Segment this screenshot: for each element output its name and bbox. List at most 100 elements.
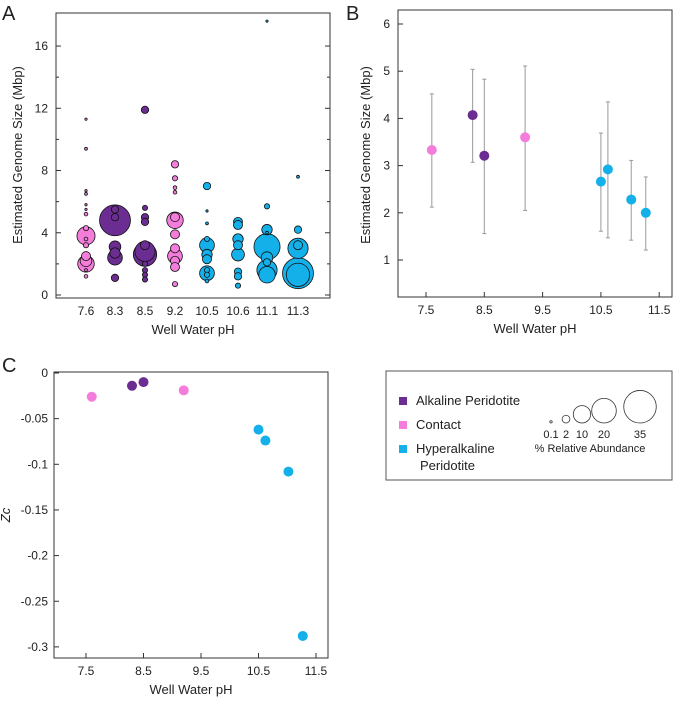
panel-b: Well Water pH Estimated Genome Size (Mbp…	[358, 9, 673, 336]
bubble-contact	[170, 243, 180, 254]
bubble-contact	[84, 268, 88, 272]
x-tick-label-b: 10.5	[589, 303, 613, 317]
panel-label-a: A	[2, 3, 16, 25]
point-hyperalkaline	[253, 424, 264, 435]
point-contact	[178, 385, 189, 396]
y-tick-label-c: -0.1	[27, 457, 48, 471]
legend-size-circle	[572, 405, 592, 424]
legend-label-alkaline: Alkaline Peridotite	[416, 393, 520, 408]
y-tick-label-a: 12	[35, 101, 49, 115]
point-hyperalkaline	[260, 435, 271, 446]
x-tick-label-b: 11.5	[648, 303, 671, 317]
point-hyperalkaline	[640, 207, 651, 218]
bubble-contact	[171, 175, 179, 182]
y-tick-label-c: -0.15	[21, 503, 49, 517]
legend-size-label: 2	[563, 429, 569, 441]
bubble-hyperalkaline	[203, 271, 211, 278]
y-axis-label-a: Estimated Genome Size (Mbp)	[10, 66, 25, 244]
point-contact	[86, 391, 97, 402]
y-tick-label-b: 4	[383, 111, 390, 125]
point-contact	[520, 132, 531, 143]
x-tick-label-a: 11.1	[256, 304, 279, 318]
bubble-alkaline	[140, 240, 150, 251]
point-hyperalkaline	[595, 176, 606, 187]
point-hyperalkaline	[602, 164, 613, 175]
bubble-contact	[84, 189, 88, 193]
point-alkaline	[138, 377, 149, 388]
bubble-contact	[84, 117, 88, 121]
x-tick-label-c: 11.5	[305, 664, 328, 678]
x-tick-label-a: 8.5	[137, 304, 154, 318]
point-hyperalkaline	[297, 630, 308, 641]
panel-label-b: B	[346, 3, 359, 25]
y-tick-label-c: -0.3	[27, 640, 48, 654]
bubble-hyperalkaline	[261, 224, 273, 236]
point-alkaline	[467, 110, 478, 121]
x-tick-label-b: 9.5	[534, 303, 551, 317]
y-tick-label-b: 3	[383, 159, 390, 173]
bubble-alkaline	[109, 247, 121, 259]
bubble-hyperalkaline	[203, 235, 211, 242]
bubble-hyperalkaline	[265, 19, 269, 23]
legend-size-circle	[623, 390, 657, 424]
plot-frame-a	[55, 12, 331, 299]
y-tick-label-b: 2	[383, 206, 390, 220]
legend: Alkaline Peridotite Contact Hyperalkalin…	[385, 370, 673, 481]
bubble-hyperalkaline	[204, 278, 210, 284]
bubble-hyperalkaline	[233, 220, 243, 230]
bubble-contact	[83, 274, 89, 279]
y-tick-label-b: 1	[383, 253, 390, 267]
bubble-hyperalkaline	[296, 174, 300, 179]
x-axis-label-a: Well Water pH	[151, 322, 234, 337]
legend-label-hyperalkaline: Hyperalkaline	[416, 441, 495, 456]
bubble-alkaline	[141, 260, 149, 267]
y-axis-label-c: Zc	[0, 507, 13, 523]
bubble-alkaline	[141, 204, 149, 211]
point-alkaline	[479, 150, 490, 161]
bubble-alkaline	[140, 105, 150, 114]
bubble-hyperalkaline	[233, 272, 243, 281]
x-tick-label-a: 10.5	[195, 304, 219, 318]
legend-size-circle	[549, 420, 553, 424]
bubble-contact	[172, 185, 178, 190]
legend-swatch-alkaline	[399, 397, 407, 405]
bubble-contact	[172, 190, 178, 195]
y-tick-label-a: 8	[41, 164, 48, 178]
x-axis-label-b: Well Water pH	[493, 321, 576, 336]
bubble-hyperalkaline	[293, 225, 303, 234]
bubble-alkaline	[141, 276, 149, 283]
legend-label-contact: Contact	[416, 417, 461, 432]
bubble-contact	[84, 203, 88, 207]
x-tick-label-a: 8.3	[107, 304, 124, 318]
bubble-hyperalkaline	[205, 209, 209, 213]
legend-size-circle	[591, 398, 617, 424]
legend-swatch-hyperalkaline	[399, 445, 407, 453]
panel-label-c: C	[2, 355, 16, 377]
bubble-hyperalkaline	[202, 254, 212, 265]
legend-swatch-contact	[399, 421, 407, 429]
bubble-hyperalkaline	[202, 181, 212, 191]
x-axis-label-c: Well Water pH	[149, 682, 232, 697]
y-axis-label-b: Estimated Genome Size (Mbp)	[358, 66, 373, 244]
bubble-contact	[170, 212, 180, 223]
y-tick-label-b: 5	[383, 64, 390, 78]
bubble-contact	[171, 281, 179, 288]
plot-frame-b	[397, 9, 673, 298]
x-tick-label-b: 7.5	[418, 303, 435, 317]
bubble-contact	[84, 192, 88, 196]
x-tick-label-b: 8.5	[476, 303, 493, 317]
plot-frame-c	[53, 371, 329, 659]
panel-a: Well Water pH Estimated Genome Size (Mbp…	[10, 12, 331, 337]
x-tick-label-c: 7.5	[78, 664, 95, 678]
x-tick-label-a: 9.2	[167, 304, 184, 318]
point-alkaline	[127, 380, 137, 391]
bubble-contact	[83, 236, 89, 242]
y-tick-label-a: 4	[41, 226, 48, 240]
bubble-hyperalkaline	[293, 240, 303, 251]
y-tick-label-a: 16	[35, 39, 49, 53]
x-tick-label-a: 11.3	[287, 304, 310, 318]
bubble-alkaline	[110, 273, 120, 282]
bubble-contact	[81, 251, 91, 262]
x-tick-label-c: 9.5	[193, 664, 210, 678]
